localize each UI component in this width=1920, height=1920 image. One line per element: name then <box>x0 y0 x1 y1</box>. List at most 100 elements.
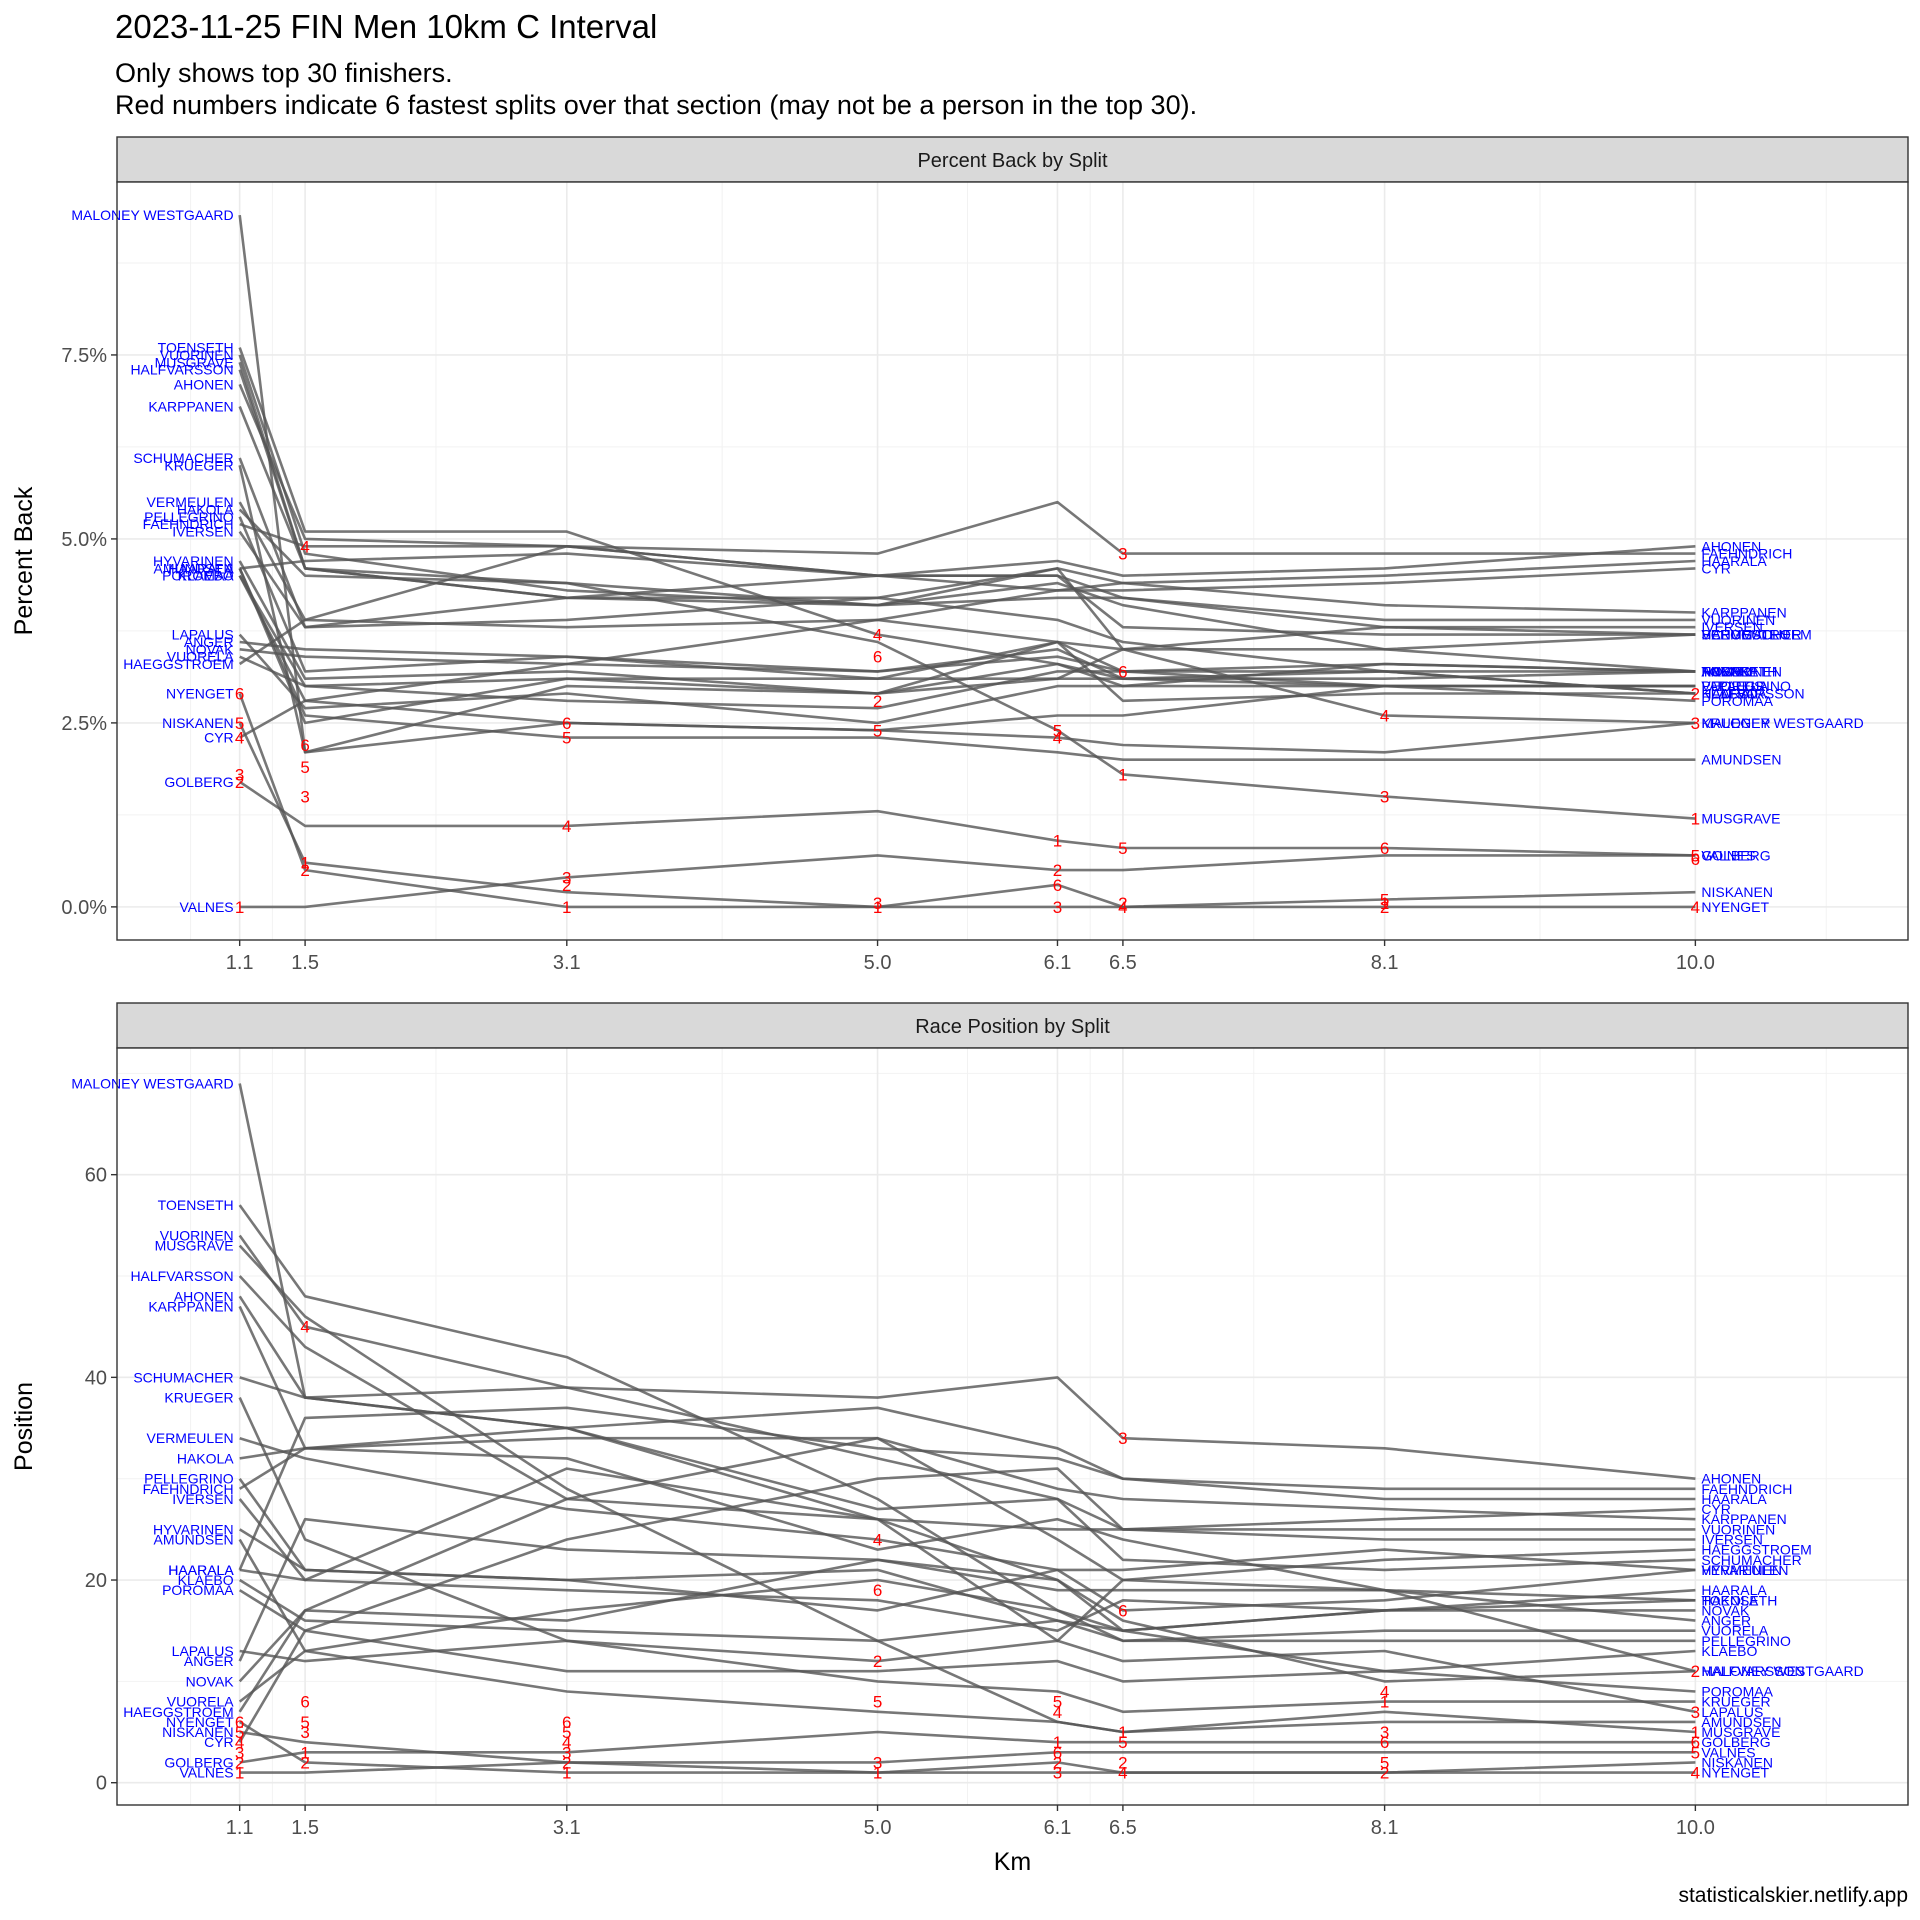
y-tick-label: 0 <box>96 1773 107 1795</box>
rank-marker: 1 <box>873 898 882 917</box>
rank-marker: 6 <box>235 684 244 703</box>
series-line-schumacher <box>238 457 1696 651</box>
start-name-label: HYVARINEN <box>153 1521 234 1537</box>
rank-marker: 3 <box>1380 1723 1389 1742</box>
rank-marker: 6 <box>873 1581 882 1600</box>
series-line-vuorinen <box>238 354 1696 622</box>
series-line-maloney-westgaard <box>238 1083 1696 1673</box>
rank-marker: 1 <box>1118 1723 1127 1742</box>
x-tick-label: 3.1 <box>553 952 581 974</box>
rank-marker: 4 <box>300 1318 309 1337</box>
series-line-anger <box>238 1517 1696 1662</box>
rank-marker: 2 <box>300 1753 309 1772</box>
series-line-valnes <box>239 854 1696 909</box>
rank-marker: 1 <box>235 898 244 917</box>
end-name-label: NYENGET <box>1701 899 1769 915</box>
start-name-label: SCHUMACHER <box>133 1369 233 1385</box>
series-line-cyr <box>239 567 1696 739</box>
x-tick-label: 1.1 <box>226 952 254 974</box>
end-name-label: TOENSETH <box>1701 663 1777 679</box>
rank-marker: 1 <box>562 898 571 917</box>
start-name-label: NYENGET <box>166 1714 234 1730</box>
end-name-label: MALONEY WESTGAARD <box>1701 1663 1863 1679</box>
start-name-label: SCHUMACHER <box>133 450 233 466</box>
rank-marker: 5 <box>235 1723 244 1742</box>
panel-strip <box>116 136 1909 183</box>
start-name-label: NOVAK <box>186 1673 235 1689</box>
end-name-label: GOLBERG <box>1701 847 1770 863</box>
rank-marker: 2 <box>1053 861 1062 880</box>
start-name-label: HALFVARSSON <box>130 1268 233 1284</box>
series-line-novak <box>238 1558 1696 1683</box>
series-line-poromaa <box>239 1589 1696 1693</box>
rank-marker: 2 <box>1691 1662 1700 1681</box>
rank-marker: 3 <box>235 1743 244 1762</box>
rank-marker: 6 <box>1118 662 1127 681</box>
rank-marker: 1 <box>235 1764 244 1783</box>
series-line-pellegrino <box>238 1477 1696 1643</box>
series-line-pellegrino <box>238 516 1696 688</box>
plot-background <box>117 1048 1908 1805</box>
end-name-label: KRUEGER <box>1701 1694 1770 1710</box>
rank-marker: 4 <box>1118 1764 1127 1783</box>
y-tick-label: 20 <box>85 1570 107 1592</box>
series-line-haarala <box>239 1568 1696 1632</box>
start-name-label: TOENSETH <box>158 340 234 356</box>
rank-marker: 6 <box>1691 850 1700 869</box>
start-name-label: HAARALA <box>168 560 234 576</box>
start-name-label: MALONEY WESTGAARD <box>71 207 233 223</box>
start-name-label: POROMAA <box>162 568 234 584</box>
x-axis-title: Km <box>994 1848 1032 1876</box>
start-name-label: VUORELA <box>167 649 235 665</box>
series-line-halfvarsson <box>238 369 1696 695</box>
end-name-label: VERMEULEN <box>1701 627 1788 643</box>
series-line-haeggstroem <box>238 544 1696 666</box>
rank-marker: 2 <box>1380 1764 1389 1783</box>
series-line-nyenget <box>239 1720 1696 1774</box>
x-tick-label: 8.1 <box>1371 952 1399 974</box>
start-name-label: HAKOLA <box>177 501 234 517</box>
start-name-label: VERMEULEN <box>147 1430 234 1446</box>
end-name-label: MUSGRAVE <box>1701 1724 1780 1740</box>
end-name-label: HAARALA <box>1701 553 1767 569</box>
rank-marker: 6 <box>1380 839 1389 858</box>
start-name-label: NISKANEN <box>162 1724 234 1740</box>
rank-marker: 1 <box>300 854 309 873</box>
start-name-label: ANGER <box>184 634 234 650</box>
rank-marker: 2 <box>235 773 244 792</box>
rank-marker: 1 <box>1053 832 1062 851</box>
x-tick-label: 1.5 <box>291 952 319 974</box>
rank-marker: 6 <box>300 736 309 755</box>
end-name-label: NOVAK <box>1701 663 1750 679</box>
end-name-label: MALONEY WESTGAARD <box>1701 715 1863 731</box>
start-name-label: HAKOLA <box>177 1450 234 1466</box>
start-name-label: PELLEGRINO <box>144 1471 234 1487</box>
rank-marker: 4 <box>235 1733 244 1752</box>
end-name-label: VUORINEN <box>1701 612 1775 628</box>
series-line-faehndrich <box>239 1406 1696 1491</box>
end-name-label: VUORINEN <box>1701 1521 1775 1537</box>
rank-marker: 3 <box>562 1743 571 1762</box>
rank-marker: 4 <box>1380 707 1389 726</box>
x-tick-label: 8.1 <box>1371 1817 1399 1839</box>
rank-marker: 1 <box>1380 894 1389 913</box>
start-name-label: FAEHNDRICH <box>143 516 234 532</box>
rank-marker: 3 <box>1118 545 1127 564</box>
end-name-label: HAKOLA <box>1701 663 1758 679</box>
rank-marker: 4 <box>873 1530 882 1549</box>
rank-marker: 3 <box>873 1753 882 1772</box>
rank-marker: 2 <box>300 861 309 880</box>
start-name-label: NOVAK <box>186 641 235 657</box>
series-line-krueger <box>238 465 1696 754</box>
rank-marker: 3 <box>300 1723 309 1742</box>
rank-marker: 5 <box>1118 839 1127 858</box>
start-name-label: GOLBERG <box>164 774 233 790</box>
start-name-label: AMUNDSEN <box>154 560 234 576</box>
rank-marker: 5 <box>300 758 309 777</box>
start-name-label: GOLBERG <box>164 1754 233 1770</box>
start-name-label: HYVARINEN <box>153 553 234 569</box>
end-name-label: PELLEGRINO <box>1701 1633 1791 1649</box>
series-line-vermeulen <box>238 501 1696 651</box>
end-name-label: TOENSETH <box>1701 1592 1777 1608</box>
end-name-label: KARPPANEN <box>1701 605 1786 621</box>
